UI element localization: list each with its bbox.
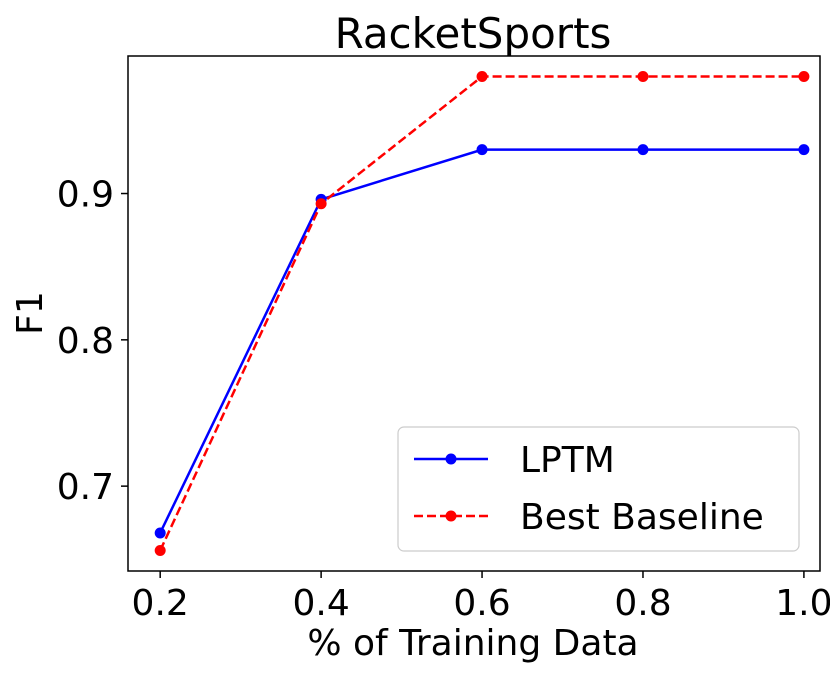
x-axis: 0.2 0.4 0.6 0.8 1.0 xyxy=(132,571,830,624)
data-point xyxy=(315,198,327,210)
data-point xyxy=(798,144,810,156)
plot-area-frame xyxy=(127,55,821,572)
legend-entry: LPTM xyxy=(414,440,615,481)
x-tick-label: 1.0 xyxy=(775,583,830,624)
series-1 xyxy=(154,70,810,557)
x-tick-label: 0.8 xyxy=(614,583,671,624)
x-tick-label: 0.6 xyxy=(453,583,510,624)
x-axis-label: % of Training Data xyxy=(307,623,638,664)
legend-marker xyxy=(445,453,457,465)
legend-marker xyxy=(445,510,457,522)
chart-title: RacketSports xyxy=(335,9,612,58)
y-axis-label: F1 xyxy=(10,291,51,335)
data-point xyxy=(476,144,488,156)
data-point xyxy=(154,545,166,557)
x-tick-label: 0.4 xyxy=(292,583,349,624)
y-tick-label: 0.8 xyxy=(57,321,114,362)
data-point xyxy=(476,70,488,82)
data-point xyxy=(154,527,166,539)
legend-label: LPTM xyxy=(520,440,615,481)
y-tick-label: 0.7 xyxy=(57,467,114,508)
legend-label: Best Baseline xyxy=(520,497,764,538)
data-point xyxy=(637,70,649,82)
data-point xyxy=(798,70,810,82)
legend: LPTM Best Baseline xyxy=(397,426,800,552)
legend-entry: Best Baseline xyxy=(414,497,764,538)
x-tick-label: 0.2 xyxy=(132,583,189,624)
series-layer xyxy=(154,70,810,557)
data-point xyxy=(637,144,649,156)
y-axis: 0.7 0.8 0.9 xyxy=(57,175,128,508)
y-tick-label: 0.9 xyxy=(57,175,114,216)
legend-box xyxy=(397,426,800,552)
